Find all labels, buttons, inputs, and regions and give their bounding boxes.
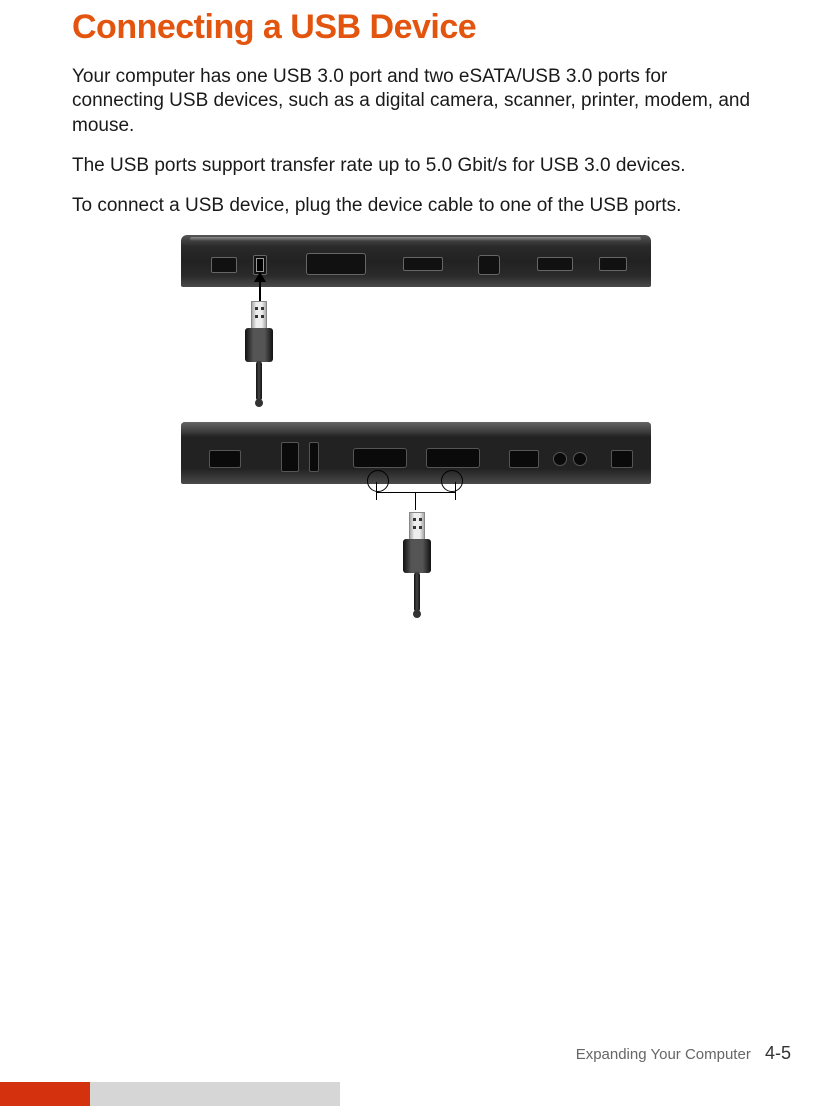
laptop-side-body [181, 422, 651, 484]
side-port-audio-2 [573, 452, 587, 466]
rear-port-7 [599, 257, 627, 271]
rear-port-4 [403, 257, 443, 271]
usb-connector-icon [245, 301, 273, 391]
side-port-6 [509, 450, 539, 468]
rear-port-5 [478, 255, 500, 275]
usb-metal-tip [251, 301, 267, 329]
usb-plug-body [245, 328, 273, 362]
arrow-up-icon [259, 280, 261, 302]
rear-port-3 [306, 253, 366, 275]
paragraph-2: The USB ports support transfer rate up t… [72, 154, 759, 178]
side-port-9 [611, 450, 633, 468]
laptop-rear-body [181, 235, 651, 287]
footer-text: Expanding Your Computer 4-5 [576, 1043, 791, 1064]
side-port-audio-1 [553, 452, 567, 466]
rear-port-6 [537, 257, 573, 271]
rear-port-usb-inner [256, 258, 264, 272]
figure-side-usb [181, 422, 651, 642]
paragraph-1: Your computer has one USB 3.0 port and t… [72, 65, 759, 138]
rear-port-1 [211, 257, 237, 273]
side-port-3 [309, 442, 319, 472]
footer-bar-red [0, 1082, 90, 1106]
side-port-esata-usb-2 [426, 448, 480, 468]
side-port-esata-usb-1 [353, 448, 407, 468]
usb-metal-tip-2 [409, 512, 425, 540]
usb-plug-body-2 [403, 539, 431, 573]
usb-cable [256, 361, 262, 401]
figure-rear-usb [181, 235, 651, 400]
footer-bars [0, 1082, 831, 1106]
footer-section-name: Expanding Your Computer [576, 1046, 751, 1063]
usb-cable-2 [414, 572, 420, 612]
figures-container [72, 235, 759, 642]
page-title: Connecting a USB Device [72, 8, 759, 47]
footer-bar-grey [90, 1082, 340, 1106]
footer-page-number: 4-5 [765, 1043, 791, 1063]
usb-connector-icon-2 [403, 512, 431, 602]
callout-stem [415, 492, 417, 510]
side-port-2 [281, 442, 299, 472]
paragraph-3: To connect a USB device, plug the device… [72, 194, 759, 218]
side-port-1 [209, 450, 241, 468]
